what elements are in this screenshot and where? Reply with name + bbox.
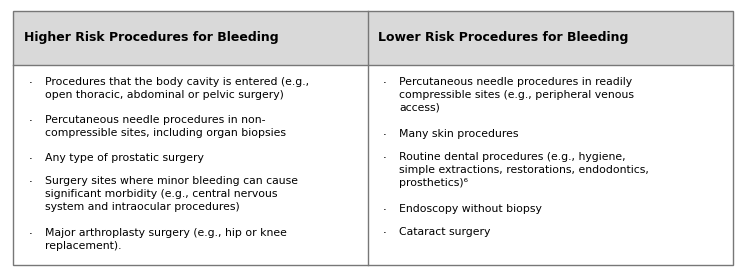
- Text: Lower Risk Procedures for Bleeding: Lower Risk Procedures for Bleeding: [378, 31, 629, 44]
- Text: Percutaneous needle procedures in non-
compressible sites, including organ biops: Percutaneous needle procedures in non- c…: [45, 115, 286, 138]
- Text: ·: ·: [383, 77, 386, 90]
- Text: Many skin procedures: Many skin procedures: [399, 129, 518, 139]
- Bar: [368, 11, 733, 65]
- Text: ·: ·: [383, 227, 386, 240]
- Text: ·: ·: [383, 129, 386, 142]
- Text: ·: ·: [28, 176, 32, 189]
- Text: ·: ·: [28, 77, 32, 90]
- Text: Any type of prostatic surgery: Any type of prostatic surgery: [45, 153, 204, 163]
- Bar: [13, 65, 733, 265]
- Text: Higher Risk Procedures for Bleeding: Higher Risk Procedures for Bleeding: [24, 31, 278, 44]
- Text: ·: ·: [383, 204, 386, 217]
- Text: Percutaneous needle procedures in readily
compressible sites (e.g., peripheral v: Percutaneous needle procedures in readil…: [399, 77, 634, 113]
- Text: Cataract surgery: Cataract surgery: [399, 227, 490, 237]
- Text: Endoscopy without biopsy: Endoscopy without biopsy: [399, 204, 542, 214]
- Text: Surgery sites where minor bleeding can cause
significant morbidity (e.g., centra: Surgery sites where minor bleeding can c…: [45, 176, 298, 212]
- Text: ·: ·: [383, 152, 386, 165]
- Bar: [13, 11, 368, 65]
- Text: Routine dental procedures (e.g., hygiene,
simple extractions, restorations, endo: Routine dental procedures (e.g., hygiene…: [399, 152, 649, 188]
- Text: Procedures that the body cavity is entered (e.g.,
open thoracic, abdominal or pe: Procedures that the body cavity is enter…: [45, 77, 309, 100]
- Text: ·: ·: [28, 228, 32, 241]
- Text: Major arthroplasty surgery (e.g., hip or knee
replacement).: Major arthroplasty surgery (e.g., hip or…: [45, 228, 286, 251]
- Text: ·: ·: [28, 153, 32, 166]
- Text: ·: ·: [28, 115, 32, 128]
